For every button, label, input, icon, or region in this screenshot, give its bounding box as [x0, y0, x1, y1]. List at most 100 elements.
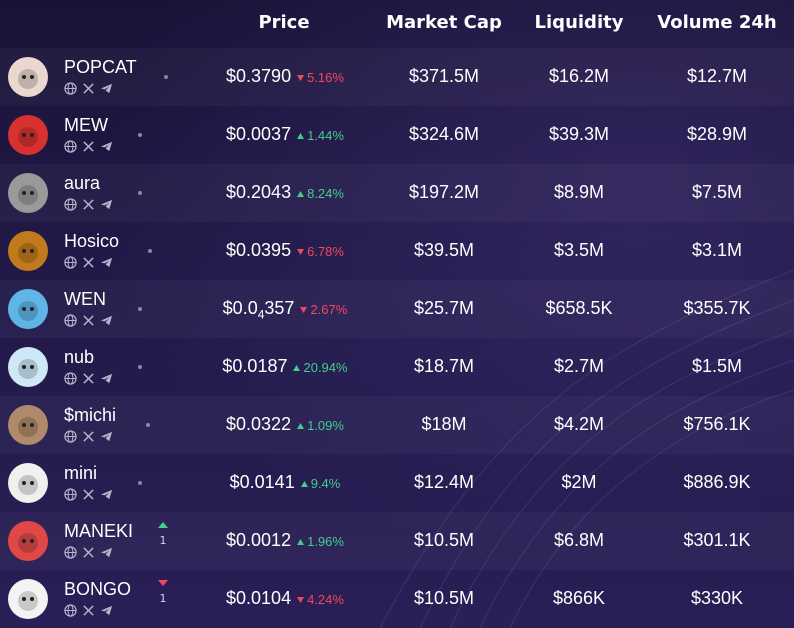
token-price: $0.3790 5.16% — [196, 66, 374, 87]
token-avatar — [8, 521, 48, 561]
token-name[interactable]: BONGO — [64, 579, 132, 599]
price-value: $0.2043 — [226, 182, 292, 202]
x-icon[interactable] — [82, 314, 95, 327]
liquidity-value: $866K — [552, 588, 606, 608]
social-links — [64, 198, 113, 211]
globe-icon[interactable] — [64, 430, 77, 443]
token-name[interactable]: WEN — [64, 289, 106, 309]
telegram-icon[interactable] — [100, 140, 113, 153]
token-name[interactable]: mini — [64, 463, 98, 483]
price-value: $0.0012 — [226, 530, 292, 550]
globe-icon[interactable] — [64, 256, 77, 269]
globe-icon[interactable] — [64, 546, 77, 559]
token-name[interactable]: Hosico — [64, 231, 120, 251]
token-name[interactable]: POPCAT — [64, 57, 137, 77]
volume-value: $330K — [690, 588, 744, 608]
price-change-value: 1.96% — [307, 534, 344, 549]
table-row[interactable]: MANEKI 1 $0.0012 1.96% $10.5M $6.8M $301.1K — [0, 512, 794, 570]
table-row[interactable]: mini $0.0141 9.4% $12.4M $2M $886.9K — [0, 454, 794, 512]
telegram-icon[interactable] — [100, 314, 113, 327]
x-icon[interactable] — [82, 488, 95, 501]
telegram-icon[interactable] — [100, 546, 113, 559]
header-market-cap[interactable]: Market Cap — [386, 12, 502, 33]
globe-icon[interactable] — [64, 372, 77, 385]
globe-icon[interactable] — [64, 314, 77, 327]
social-links — [64, 256, 113, 269]
header-liquidity[interactable]: Liquidity — [534, 12, 624, 33]
token-avatar — [8, 463, 48, 503]
token-name[interactable]: MANEKI — [64, 521, 134, 541]
globe-icon[interactable] — [64, 82, 77, 95]
table-row[interactable]: nub $0.0187 20.94% $18.7M $2.7M $1.5M — [0, 338, 794, 396]
market-cap-value: $12.4M — [413, 472, 475, 492]
globe-icon[interactable] — [64, 604, 77, 617]
token-avatar — [8, 115, 48, 155]
token-name[interactable]: $michi — [64, 405, 117, 425]
triangle-down-icon — [158, 580, 168, 586]
telegram-icon[interactable] — [100, 256, 113, 269]
market-cap-value: $324.6M — [408, 124, 480, 144]
telegram-icon[interactable] — [100, 82, 113, 95]
x-icon[interactable] — [82, 604, 95, 617]
table-row[interactable]: WEN $0.04357 2.67% $25.7M $658.5K $355.7K — [0, 280, 794, 338]
x-icon[interactable] — [82, 140, 95, 153]
price-change-value: 4.24% — [307, 592, 344, 607]
price-change: 6.78% — [297, 244, 344, 259]
token-name[interactable]: nub — [64, 347, 95, 367]
table-row[interactable]: MEW $0.0037 1.44% $324.6M $39.3M $28.9M — [0, 106, 794, 164]
volume-value: $28.9M — [686, 124, 748, 144]
volume-value: $301.1K — [683, 530, 751, 550]
x-icon[interactable] — [82, 372, 95, 385]
token-name[interactable]: MEW — [64, 115, 108, 135]
token-avatar — [8, 347, 48, 387]
x-icon[interactable] — [82, 198, 95, 211]
liquidity-value: $3.5M — [553, 240, 605, 260]
price-change-value: 6.78% — [307, 244, 344, 259]
globe-icon[interactable] — [64, 140, 77, 153]
token-avatar — [8, 405, 48, 445]
liquidity-value: $16.2M — [548, 66, 610, 86]
telegram-icon[interactable] — [100, 430, 113, 443]
price-change-value: 1.44% — [307, 128, 344, 143]
market-cap-value: $25.7M — [413, 298, 475, 318]
table-row[interactable]: $michi $0.0322 1.09% $18M $4.2M $756.1K — [0, 396, 794, 454]
price-change-value: 20.94% — [303, 360, 348, 375]
social-links — [64, 604, 113, 617]
price-value: $0.0187 — [222, 356, 288, 376]
liquidity-value: $2.7M — [553, 356, 605, 376]
globe-icon[interactable] — [64, 198, 77, 211]
triangle-up-icon — [158, 522, 168, 528]
header-volume[interactable]: Volume 24h — [657, 12, 777, 33]
rank-change: 1 — [154, 522, 172, 547]
volume-value: $756.1K — [683, 414, 751, 434]
telegram-icon[interactable] — [100, 488, 113, 501]
price-change: 4.24% — [297, 592, 344, 607]
token-name[interactable]: aura — [64, 173, 101, 193]
x-icon[interactable] — [82, 546, 95, 559]
table-row[interactable]: BONGO 1 $0.0104 4.24% $10.5M $866K $330K — [0, 570, 794, 628]
telegram-icon[interactable] — [100, 372, 113, 385]
volume-value: $3.1M — [691, 240, 743, 260]
volume-value: $12.7M — [686, 66, 748, 86]
price-change: 1.96% — [297, 534, 344, 549]
telegram-icon[interactable] — [100, 604, 113, 617]
table-row[interactable]: aura $0.2043 8.24% $197.2M $8.9M $7.5M — [0, 164, 794, 222]
social-links — [64, 372, 113, 385]
token-avatar — [8, 173, 48, 213]
price-change: 2.67% — [300, 302, 347, 317]
liquidity-value: $658.5K — [545, 298, 613, 318]
table-row[interactable]: Hosico $0.0395 6.78% $39.5M $3.5M $3.1M — [0, 222, 794, 280]
x-icon[interactable] — [82, 82, 95, 95]
telegram-icon[interactable] — [100, 198, 113, 211]
social-links — [64, 314, 113, 327]
header-price[interactable]: Price — [258, 12, 310, 33]
globe-icon[interactable] — [64, 488, 77, 501]
x-icon[interactable] — [82, 256, 95, 269]
table-row[interactable]: POPCAT $0.3790 5.16% $371.5M $16.2M $12.7M — [0, 48, 794, 106]
x-icon[interactable] — [82, 430, 95, 443]
liquidity-value: $6.8M — [553, 530, 605, 550]
social-links — [64, 488, 113, 501]
triangle-down-icon — [297, 597, 305, 603]
liquidity-value: $8.9M — [553, 182, 605, 202]
